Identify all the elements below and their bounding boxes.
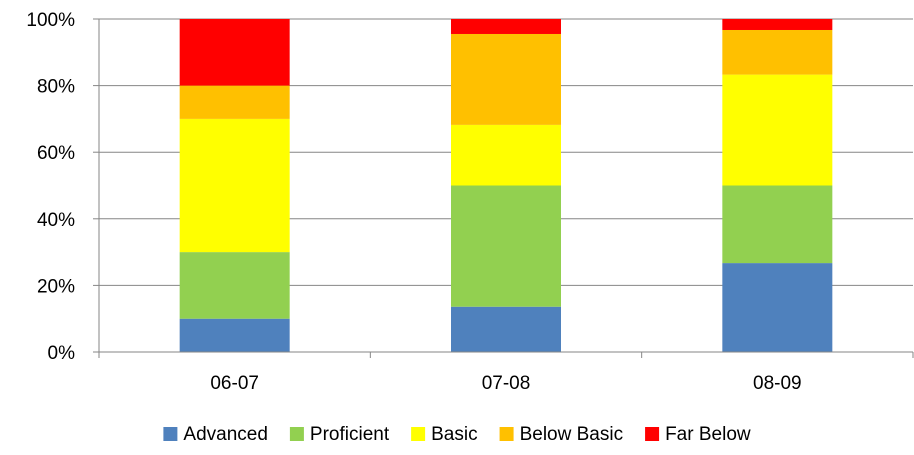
bar-segment-far-below: [451, 19, 561, 34]
bar-segment-far-below: [179, 19, 290, 86]
y-tick-label: 40%: [37, 210, 75, 231]
legend-label: Far Below: [665, 424, 751, 445]
legend: Advanced Proficient Basic Below Basic Far Be…: [163, 424, 751, 445]
x-tick-label: 07-08: [482, 373, 531, 394]
legend-label: Below Basic: [520, 424, 624, 445]
bar-segment-basic: [179, 118, 290, 253]
bar-segment-proficient: [179, 252, 290, 319]
x-tick-label: 08-09: [753, 373, 802, 394]
legend-label: Advanced: [183, 424, 268, 445]
bar-segment-basic: [722, 74, 833, 186]
bar-segment-below-basic: [722, 29, 833, 75]
y-tick-label: 80%: [37, 77, 75, 98]
bar-segment-advanced: [179, 318, 290, 352]
y-tick-label: 20%: [37, 276, 75, 297]
y-tick-label: 0%: [48, 343, 76, 364]
axes: 0% 20% 40% 60% 80% 100% 06-07 07-08 08-09: [26, 10, 914, 394]
x-tick-label: 06-07: [210, 373, 259, 394]
y-tick-label: 60%: [37, 143, 75, 164]
legend-swatch: [499, 427, 514, 441]
bar-segment-proficient: [722, 185, 833, 264]
bars: [179, 19, 833, 352]
legend-label: Proficient: [310, 424, 390, 445]
bar-segment-advanced: [722, 263, 833, 352]
legend-swatch: [289, 427, 304, 441]
bar-segment-below-basic: [179, 85, 290, 119]
legend-swatch: [163, 427, 178, 441]
y-tick-label: 100%: [26, 10, 75, 31]
bar-segment-basic: [451, 124, 561, 186]
legend-swatch: [411, 427, 426, 441]
bar-segment-below-basic: [451, 33, 561, 125]
legend-label: Basic: [431, 424, 477, 445]
bar-segment-advanced: [451, 306, 561, 352]
legend-swatch: [645, 427, 660, 441]
bar-segment-proficient: [451, 185, 561, 307]
bar-segment-far-below: [722, 19, 833, 30]
